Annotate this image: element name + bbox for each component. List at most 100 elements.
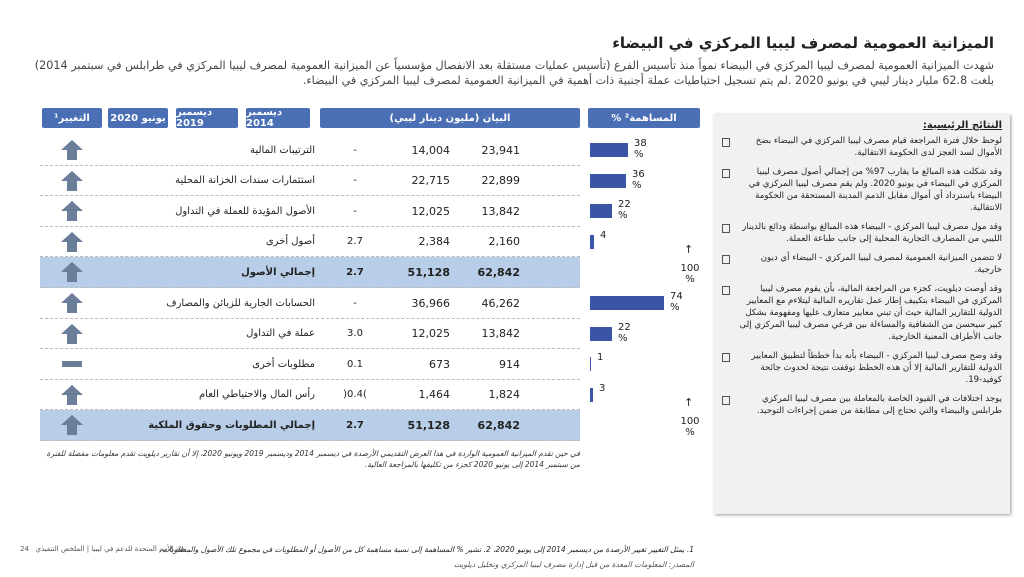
- table-row: [40, 227, 580, 258]
- source: المصدر: المعلومات المعدة من قبل إدارة مص…: [453, 560, 694, 569]
- share-label: 100 %: [680, 416, 700, 439]
- share-label: 22 %: [618, 321, 631, 344]
- value-dec2014: 62,842: [477, 418, 520, 432]
- value-dec2019: 51,128: [407, 418, 450, 432]
- table-row: [40, 196, 580, 227]
- table-row: [40, 257, 580, 288]
- findings-box: النتائج الرئيسية: لوحظ خلال فترة المراجع…: [714, 114, 1010, 514]
- value-jun2020: 2.7: [346, 266, 364, 278]
- value-dec2014: 2,160: [488, 235, 521, 249]
- total-arrow: ↑: [684, 396, 694, 410]
- value-dec2019: 22,715: [411, 174, 451, 188]
- value-dec2014: 13,842: [481, 327, 521, 341]
- share-label: 3: [599, 382, 606, 394]
- value-dec2019: 1,464: [418, 388, 451, 402]
- table-row: [40, 380, 580, 411]
- table-row: [40, 288, 580, 319]
- row-label: رأس المال والاحتياطي العام: [198, 389, 315, 401]
- intro: شهدت الميزانية العمومية لمصرف ليبيا المر…: [34, 59, 994, 87]
- value-dec2014: 914: [499, 357, 520, 371]
- finding-item: يوجد اختلافات في القيود الخاصة بالمعاملة…: [722, 393, 1002, 417]
- header-cell: يونيو 2020: [108, 108, 168, 128]
- value-jun2020: 3.0: [347, 328, 363, 340]
- up-arrow-icon: [61, 201, 83, 222]
- table-row: [40, 135, 580, 166]
- value-jun2020: 2.7: [347, 236, 363, 248]
- value-jun2020: -: [353, 205, 357, 217]
- value-dec2019: 36,966: [411, 296, 451, 310]
- share-bar: [590, 173, 626, 188]
- value-dec2019: 12,025: [411, 327, 451, 341]
- row-label: الترتيبات المالية: [250, 144, 315, 156]
- value-dec2014: 13,842: [481, 204, 521, 218]
- total-arrow: ↑: [684, 243, 694, 257]
- value-dec2014: 1,824: [488, 388, 521, 402]
- share-bar: [590, 357, 591, 372]
- row-label: عملة في التداول: [246, 328, 315, 340]
- up-arrow-icon: [61, 170, 83, 191]
- share-label: 100 %: [680, 263, 700, 286]
- findings-title: النتائج الرئيسية:: [922, 120, 1002, 131]
- value-jun2020: 2.7: [346, 419, 364, 431]
- finding-item: لا تتضمن الميزانية العمومية لمصرف ليبيا …: [722, 252, 1002, 276]
- share-bar: [590, 204, 612, 219]
- value-dec2019: 51,128: [407, 265, 450, 279]
- footer-text: بعثة الأمم المتحدة للدعم في ليبيا | المل…: [35, 545, 187, 553]
- share-bar: [590, 143, 628, 157]
- share-bar: [590, 387, 593, 402]
- table-note: في حين تقدم الميزانية العمومية الواردة ف…: [46, 449, 580, 469]
- share-label: 4: [600, 229, 607, 241]
- finding-item: لوحظ خلال فترة المراجعة قيام مصرف ليبيا …: [722, 135, 1002, 159]
- table-row: [40, 410, 580, 441]
- value-jun2020: -: [353, 144, 357, 156]
- header-cell: البيان (مليون دينار ليبي): [320, 108, 580, 128]
- value-jun2020: 0.1: [347, 358, 363, 370]
- table-row: [40, 319, 580, 350]
- table-row: [40, 166, 580, 197]
- footnote: 1. يمثل التغيير تغيير الأرصدة من ديسمبر …: [159, 545, 694, 554]
- share-label: 38 %: [634, 138, 647, 160]
- up-arrow-icon: [61, 231, 83, 252]
- header-cell: ديسمبر 2014: [246, 107, 310, 129]
- finding-item: وقد أوصت ديلويت، كجزء من المراجعة المالي…: [722, 283, 1002, 343]
- up-arrow-icon: [61, 262, 83, 283]
- value-dec2014: 62,842: [477, 265, 520, 279]
- value-jun2020: -: [353, 175, 357, 187]
- row-label: إجمالي الأصول: [241, 266, 315, 278]
- footer: بعثة الأمم المتحدة للدعم في ليبيا | المل…: [20, 545, 187, 553]
- finding-item: وقد مول مصرف ليبيا المركزي - البيضاء هذه…: [722, 221, 1002, 245]
- share-bar: [590, 296, 664, 310]
- header-cell: التغيير¹: [42, 108, 102, 128]
- share-label: 1: [597, 352, 604, 364]
- header-cell: ديسمبر 2019: [176, 107, 238, 129]
- value-dec2019: 673: [429, 357, 450, 371]
- flat-icon: [62, 361, 82, 368]
- row-label: الأصول المؤيدة للعملة في التداول: [175, 205, 315, 217]
- value-jun2020: -: [353, 297, 357, 309]
- table-row: [40, 349, 580, 380]
- share-bar: [590, 234, 594, 249]
- title: الميزانية العمومية لمصرف ليبيا المركزي ف…: [612, 34, 994, 52]
- up-arrow-icon: [61, 323, 83, 344]
- balance-table: التغيير¹ يونيو 2020 ديسمبر 2019 ديسمبر 2014…: [40, 107, 700, 441]
- up-arrow-icon: [61, 293, 83, 313]
- up-arrow-icon: [61, 415, 83, 436]
- up-arrow-icon: [61, 140, 83, 160]
- value-dec2014: 46,262: [481, 296, 521, 310]
- share-label: 36 %: [632, 168, 645, 191]
- finding-item: وقد وضح مصرف ليبيا المركزي - البيضاء بأن…: [722, 350, 1002, 386]
- value-dec2019: 14,004: [411, 143, 451, 157]
- share-bar: [590, 326, 612, 341]
- finding-item: وقد شكلت هذه المبالغ ما يقارب 97% من إجم…: [722, 166, 1002, 214]
- row-label: أصول أخرى: [265, 236, 315, 248]
- share-label: 22 %: [618, 199, 631, 222]
- share-label: 74 %: [670, 291, 683, 313]
- value-dec2019: 12,025: [411, 204, 451, 218]
- row-label: مطلوبات أخرى: [252, 358, 315, 370]
- value-jun2020: )0.4(: [343, 389, 367, 401]
- row-label: استثمارات سندات الخزانة المحلية: [175, 175, 315, 187]
- row-label: إجمالي المطلوبات وحقوق الملكية: [148, 419, 315, 431]
- row-label: الحسابات الجارية للزبائن والمصارف: [166, 297, 315, 309]
- value-dec2014: 22,899: [481, 174, 521, 188]
